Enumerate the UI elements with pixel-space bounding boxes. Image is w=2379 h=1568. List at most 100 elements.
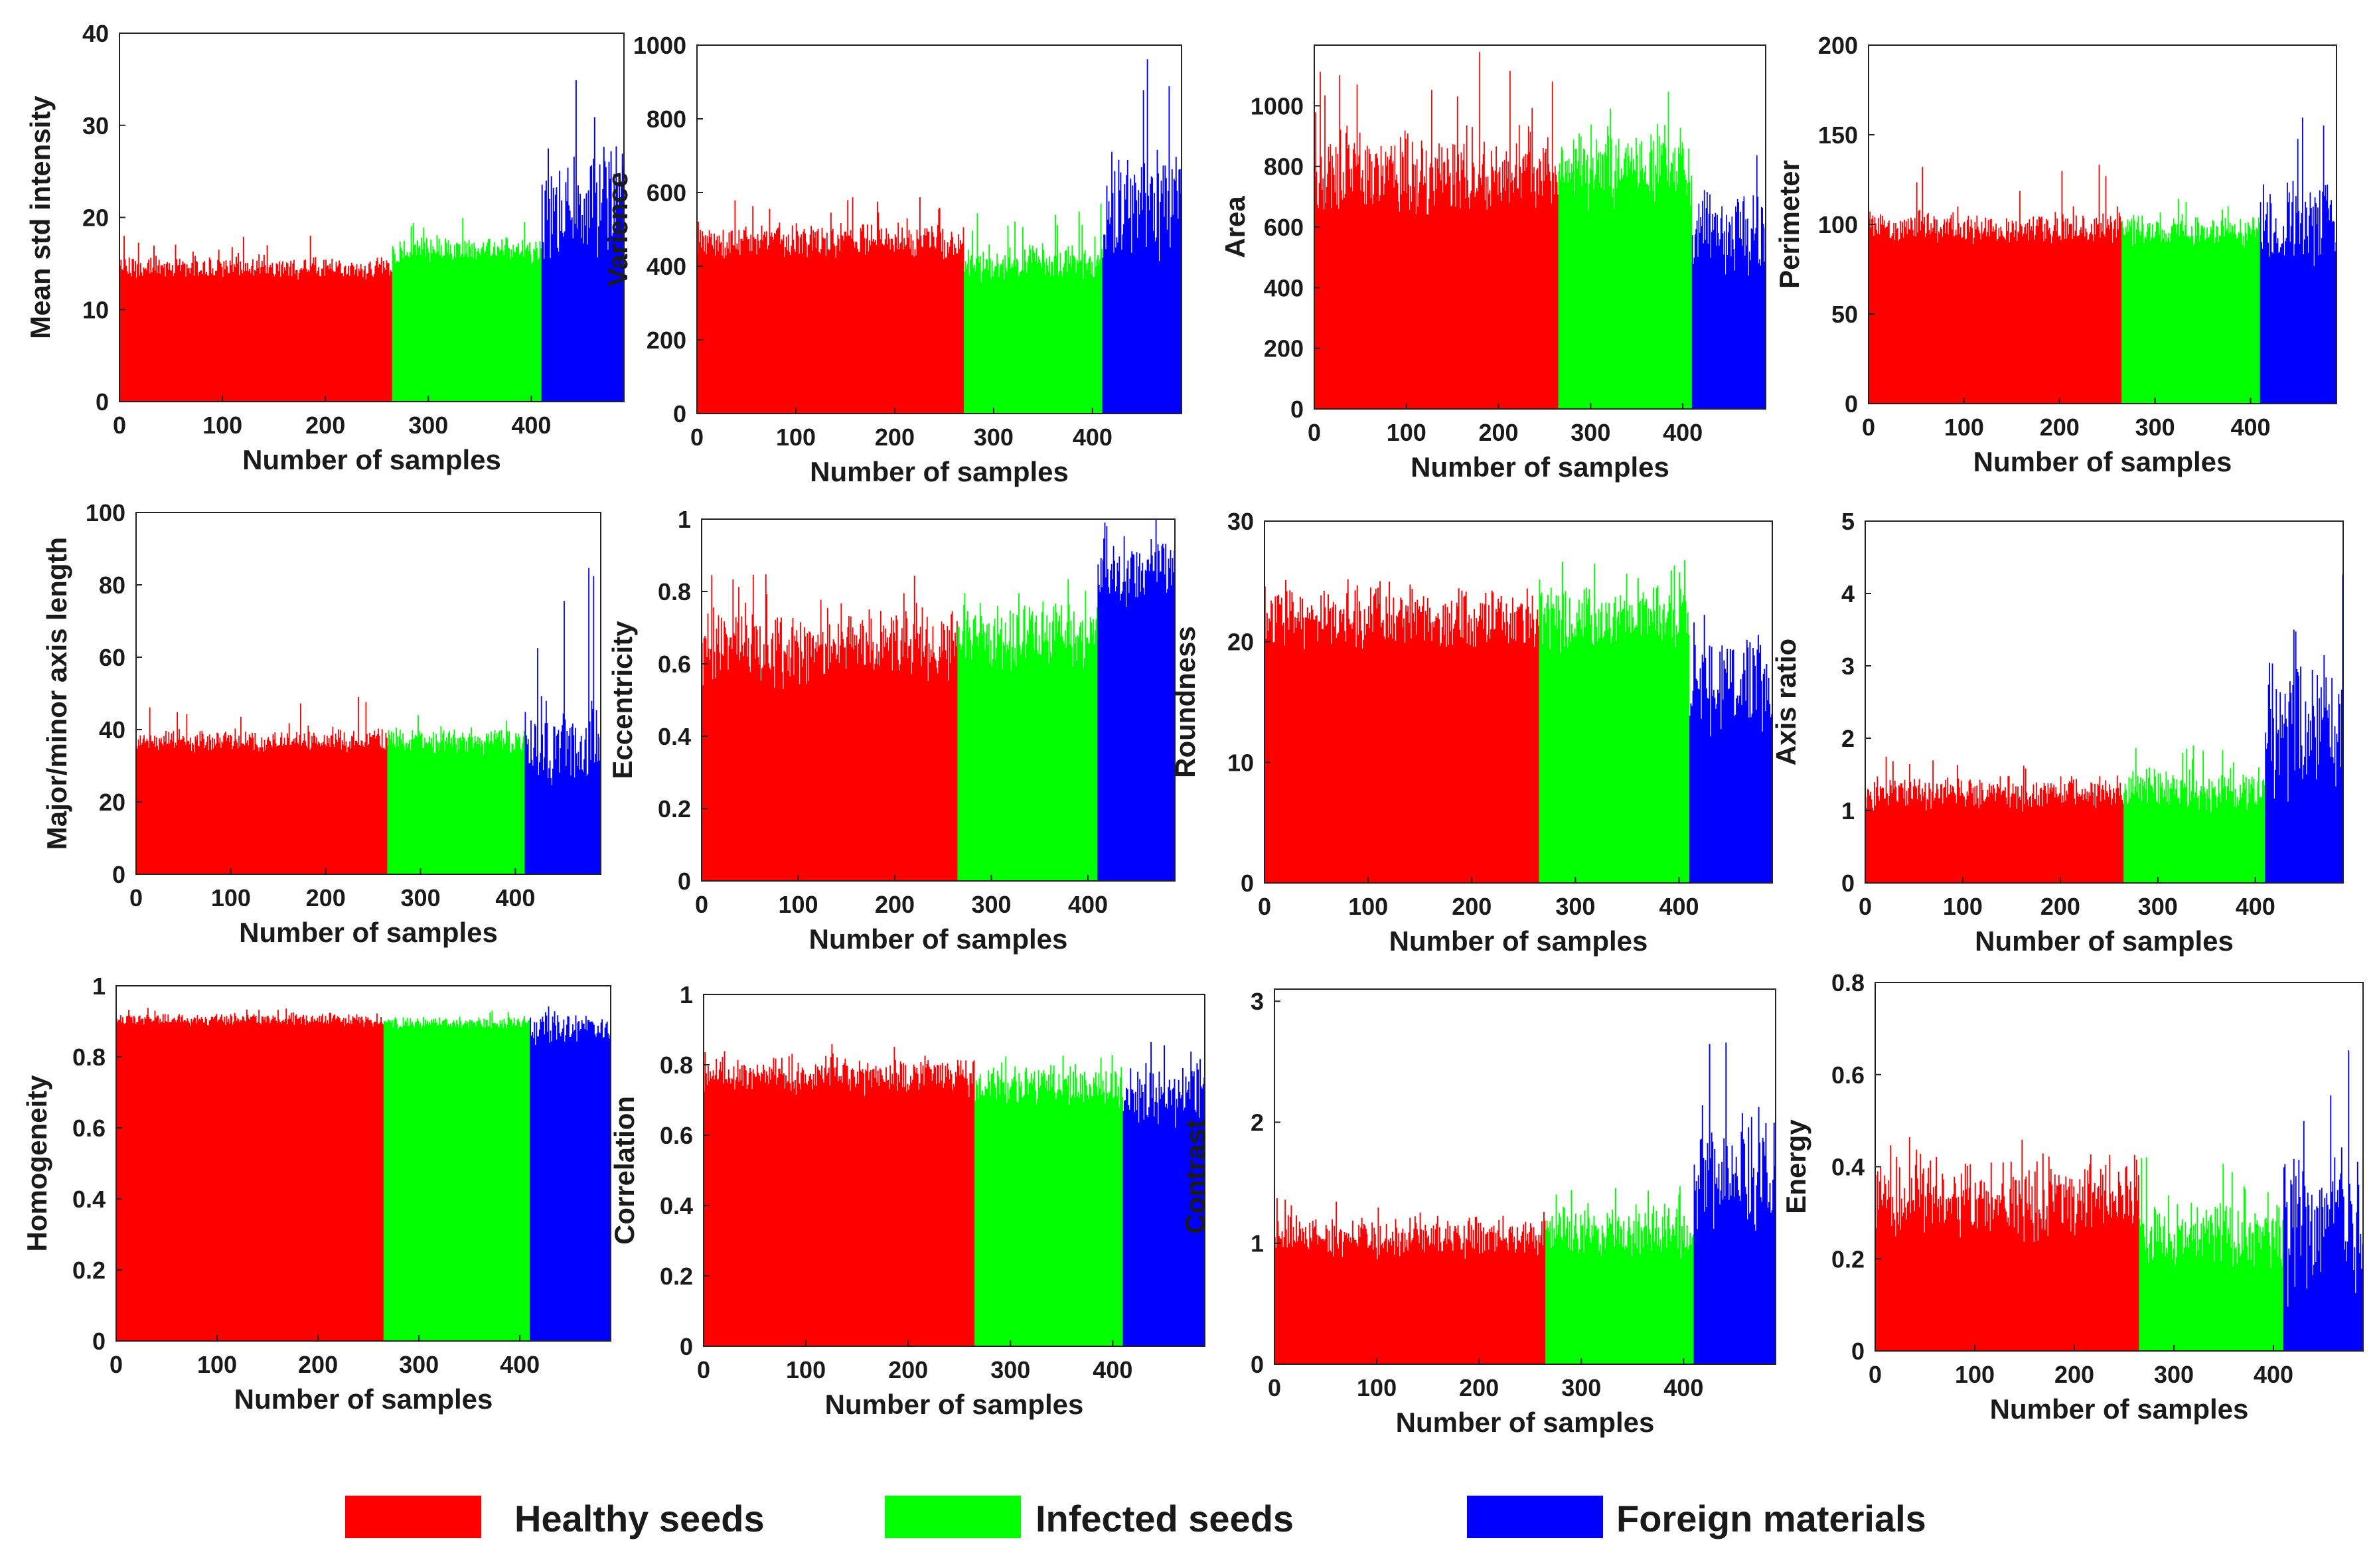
bars-infected-seeds <box>2121 198 2261 404</box>
panel-7: 0 100 200 300 400 0 10 20 30 Number of samples Rou… <box>1170 508 1773 957</box>
bars-healthy-seeds <box>119 236 393 402</box>
bars-infected-seeds <box>2139 1157 2284 1351</box>
y-tick-label: 0.2 <box>658 795 691 823</box>
bars-foreign-materials <box>2265 574 2344 883</box>
bars-healthy-seeds <box>703 1044 975 1346</box>
axes-box <box>1274 988 1776 1365</box>
x-tick-label: 0 <box>1268 1374 1281 1401</box>
y-tick-label: 0.8 <box>660 1052 693 1079</box>
y-tick-label: 400 <box>647 253 686 280</box>
y-tick-label: 100 <box>86 499 125 526</box>
y-tick-label: 20 <box>99 789 125 816</box>
x-tick-label: 200 <box>305 412 345 439</box>
x-tick-label: 400 <box>2230 414 2270 441</box>
panel-10: 0 100 200 300 400 0 0.2 0.4 0.6 0.8 1 Number of sam… <box>609 981 1205 1420</box>
x-tick-label: 200 <box>306 884 346 911</box>
y-axis-label: Roundness <box>1170 626 1201 778</box>
x-axis-label: Number of samples <box>239 917 498 948</box>
axes-box <box>1865 520 2344 884</box>
x-axis-label: Number of samples <box>825 1389 1084 1420</box>
y-axis-label: Varience <box>602 172 633 287</box>
axes-box <box>115 985 611 1342</box>
x-tick-label: 300 <box>971 891 1011 918</box>
y-tick-label: 0 <box>112 861 125 888</box>
y-axis-label: Mean std intensity <box>25 96 56 339</box>
y-tick-label: 2 <box>1251 1109 1264 1136</box>
legend-swatch-foreign <box>1467 1496 1603 1538</box>
x-tick-label: 0 <box>113 412 126 439</box>
x-tick-label: 100 <box>211 884 251 911</box>
y-tick-label: 0.8 <box>72 1044 106 1071</box>
legend-label-infected: Infected seeds <box>1036 1498 1294 1539</box>
legend-swatch-healthy <box>345 1496 481 1538</box>
y-axis-label: Axis ratio <box>1770 639 1802 765</box>
y-tick-label: 20 <box>82 204 109 232</box>
x-axis-label: Number of samples <box>1975 925 2234 957</box>
y-tick-label: 0.4 <box>658 723 691 750</box>
y-tick-label: 0 <box>1851 1338 1865 1365</box>
y-tick-label: 1 <box>92 973 106 1000</box>
y-tick-label: 80 <box>99 572 125 599</box>
axes-box <box>135 512 601 875</box>
bars-infected-seeds <box>974 1055 1123 1346</box>
bars-foreign-materials <box>1097 519 1176 881</box>
y-tick-label: 0 <box>678 868 691 895</box>
x-tick-label: 100 <box>1944 414 1984 441</box>
y-tick-label: 0.4 <box>1831 1154 1865 1181</box>
y-axis-label: Contrast <box>1180 1119 1211 1234</box>
x-tick-label: 0 <box>129 884 143 911</box>
x-tick-label: 200 <box>1452 893 1492 920</box>
x-tick-label: 300 <box>1561 1374 1601 1401</box>
panel-2: 0 100 200 300 400 0 200 400 600 800 1000 Number of … <box>602 32 1182 487</box>
bars-healthy-seeds <box>1875 1137 2139 1351</box>
bars-foreign-materials <box>541 80 625 402</box>
bars-healthy-seeds <box>1264 579 1539 883</box>
x-tick-label: 200 <box>875 424 915 451</box>
axes-box <box>703 994 1205 1347</box>
bars-infected-seeds <box>1558 92 1693 409</box>
y-tick-label: 0 <box>1290 396 1304 423</box>
y-tick-label: 800 <box>1264 153 1304 181</box>
y-tick-label: 0.6 <box>660 1122 693 1149</box>
bars-foreign-materials <box>524 568 601 874</box>
bars-foreign-materials <box>1691 155 1766 409</box>
x-tick-label: 0 <box>1258 893 1271 920</box>
x-tick-label: 100 <box>778 891 818 918</box>
y-tick-label: 60 <box>99 644 125 671</box>
y-tick-label: 1 <box>1841 797 1855 824</box>
x-tick-label: 100 <box>1387 419 1426 446</box>
x-axis-label: Number of samples <box>1411 451 1669 483</box>
y-tick-label: 0.8 <box>658 578 691 605</box>
y-tick-label: 600 <box>1264 214 1304 241</box>
bars-infected-seeds <box>964 203 1103 414</box>
y-tick-label: 0 <box>673 400 686 428</box>
bars-healthy-seeds <box>1865 756 2124 883</box>
y-tick-label: 0.2 <box>72 1257 106 1284</box>
bars-foreign-materials <box>2283 1050 2364 1351</box>
x-tick-label: 300 <box>2154 1361 2194 1388</box>
y-tick-label: 0.2 <box>1831 1245 1865 1273</box>
y-tick-label: 5 <box>1841 508 1855 535</box>
y-tick-label: 0 <box>1241 870 1254 897</box>
x-tick-label: 400 <box>511 412 551 439</box>
bars-foreign-materials <box>1102 59 1182 414</box>
x-tick-label: 200 <box>2040 893 2080 920</box>
legend-swatch-infected <box>885 1496 1021 1538</box>
panel-6: 0 100 200 300 400 0 0.2 0.4 0.6 0.8 1 Number of sam… <box>607 506 1176 955</box>
y-tick-label: 0 <box>1845 390 1858 418</box>
bars-infected-seeds <box>383 1010 530 1341</box>
x-tick-label: 400 <box>1068 891 1108 918</box>
y-tick-label: 1 <box>1251 1230 1264 1257</box>
bars-healthy-seeds <box>701 574 958 881</box>
x-tick-label: 0 <box>110 1351 123 1378</box>
panel-8: 0 100 200 300 400 0 1 2 3 4 5 Number of samples Axis… <box>1770 508 2344 957</box>
bars-healthy-seeds <box>135 696 388 874</box>
x-tick-label: 400 <box>1663 1374 1703 1401</box>
y-tick-label: 10 <box>82 296 109 323</box>
y-tick-label: 40 <box>82 20 109 47</box>
x-tick-label: 100 <box>1943 893 1983 920</box>
y-tick-label: 0.6 <box>1831 1061 1865 1089</box>
panel-9: 0 100 200 300 400 0 0.2 0.4 0.6 0.8 1 Number of sam… <box>21 973 611 1415</box>
